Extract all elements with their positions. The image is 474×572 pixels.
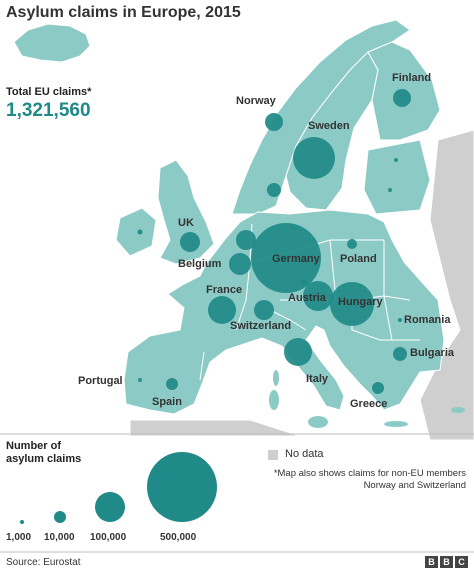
bubble-france xyxy=(208,296,236,324)
label-norway: Norway xyxy=(236,95,276,107)
legend-title: Number of asylum claims xyxy=(6,440,81,466)
legend-label-1000: 1,000 xyxy=(6,532,32,543)
bubble-czech xyxy=(301,279,307,285)
label-spain: Spain xyxy=(152,396,182,408)
crete xyxy=(384,421,408,427)
iceland xyxy=(13,23,91,63)
label-italy: Italy xyxy=(306,373,329,385)
legend-label-10000: 10,000 xyxy=(44,532,75,543)
bubble-italy xyxy=(284,338,312,366)
total-claims-value: 1,321,560 xyxy=(6,100,91,121)
label-uk: UK xyxy=(178,217,194,229)
source-text: Source: Eurostat xyxy=(6,557,81,568)
bubble-spain xyxy=(166,378,178,390)
label-portugal: Portugal xyxy=(78,375,123,387)
bbc-logo: B B C xyxy=(425,556,468,568)
bubble-greece xyxy=(372,382,384,394)
bubble-poland xyxy=(347,239,357,249)
bubble-belgium xyxy=(229,253,251,275)
bubble-austria xyxy=(303,281,333,311)
bubble-switzerland xyxy=(254,300,274,320)
cyprus xyxy=(451,407,465,413)
bubble-sweden xyxy=(293,137,335,179)
legend-title-line1: Number of xyxy=(6,440,61,452)
bubble-norway xyxy=(265,113,283,131)
legend-circle-100000 xyxy=(95,492,125,522)
bubble-lithuania xyxy=(388,188,392,192)
label-poland: Poland xyxy=(340,253,377,265)
label-romania: Romania xyxy=(404,314,451,326)
bubble-finland xyxy=(393,89,411,107)
bubble-portugal xyxy=(138,378,142,382)
claim-bubbles xyxy=(137,89,411,394)
nodata-land-africa xyxy=(129,419,301,437)
sardinia xyxy=(269,390,279,410)
legend-circle-10000 xyxy=(54,511,66,523)
legend-label-500000: 500,000 xyxy=(160,532,197,543)
map-title: Asylum claims in Europe, 2015 xyxy=(6,4,241,21)
bbc-logo-c: C xyxy=(455,556,468,568)
corsica xyxy=(273,370,279,386)
label-belgium: Belgium xyxy=(178,258,222,270)
bubble-germany xyxy=(251,223,321,293)
baltics xyxy=(363,139,431,215)
label-switzerland: Switzerland xyxy=(230,320,292,332)
label-germany: Germany xyxy=(272,253,320,265)
legend-circle-500000 xyxy=(147,452,217,522)
bubble-netherlands xyxy=(236,230,256,250)
bbc-logo-b2: B xyxy=(440,556,453,568)
legend-label-100000: 100,000 xyxy=(90,532,127,543)
bubble-ireland xyxy=(137,229,143,235)
nodata-label: No data xyxy=(285,448,324,460)
label-bulgaria: Bulgaria xyxy=(410,347,455,359)
bubble-uk xyxy=(180,232,200,252)
label-sweden: Sweden xyxy=(308,120,350,132)
bbc-logo-b1: B xyxy=(425,556,438,568)
sicily xyxy=(308,416,328,428)
label-france: France xyxy=(206,284,243,296)
legend-title-line2: asylum claims xyxy=(6,453,82,465)
label-hungary: Hungary xyxy=(338,296,383,308)
bubble-estonia xyxy=(394,158,398,162)
nodata-swatch xyxy=(268,450,278,460)
continental-europe xyxy=(123,209,445,415)
ireland xyxy=(115,207,157,257)
bubble-bulgaria xyxy=(393,347,407,361)
label-greece: Greece xyxy=(350,398,388,410)
legend-circle-1000 xyxy=(20,520,24,524)
uk xyxy=(157,159,215,265)
bubble-romania xyxy=(398,318,402,322)
total-claims-label: Total EU claims* xyxy=(6,86,92,98)
bubble-hungary xyxy=(330,282,374,326)
bubble-denmark xyxy=(267,183,281,197)
label-austria: Austria xyxy=(288,292,326,304)
footnote: *Map also shows claims for non-EU member… xyxy=(273,468,466,491)
legend-circles xyxy=(20,452,217,524)
label-finland: Finland xyxy=(392,72,432,84)
